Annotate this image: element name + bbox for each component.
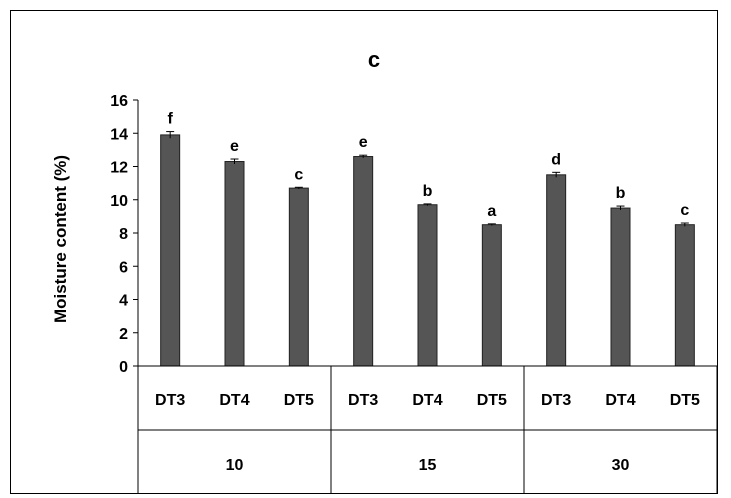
bar <box>610 207 631 367</box>
chart-frame: c Moisture content (%) 0 2 4 6 8 10 12 14 16 f e c… <box>10 10 718 494</box>
significance-letter: d <box>551 151 561 168</box>
bar-chart: c Moisture content (%) 0 2 4 6 8 10 12 14 16 f e c… <box>51 47 717 493</box>
significance-letter: c <box>294 166 303 183</box>
y-axis-label: Moisture content (%) <box>51 155 70 323</box>
bar <box>288 187 309 367</box>
x-tick-label: DT5 <box>670 392 700 409</box>
y-axis: 0 2 4 6 8 10 12 14 16 <box>110 93 139 376</box>
x-group-label: 10 <box>226 457 244 474</box>
bar <box>224 161 245 367</box>
bar <box>160 134 181 367</box>
bar <box>481 224 502 367</box>
y-tick-label: 0 <box>119 359 128 376</box>
x-tick-label: DT3 <box>348 392 378 409</box>
y-tick-label: 10 <box>110 193 128 210</box>
significance-letter: a <box>487 203 496 220</box>
significance-letter: e <box>230 138 239 155</box>
y-tick-label: 6 <box>119 259 128 276</box>
x-tick-label: DT4 <box>219 392 249 409</box>
bar <box>674 224 695 367</box>
x-tick-label: DT5 <box>284 392 314 409</box>
x-tick-label: DT3 <box>155 392 185 409</box>
x-group-label: 30 <box>612 457 630 474</box>
y-tick-label: 12 <box>110 160 128 177</box>
x-tick-label: DT4 <box>605 392 635 409</box>
x-group-label: 15 <box>419 457 437 474</box>
bar <box>417 204 438 367</box>
significance-letter: b <box>616 185 626 202</box>
y-tick-label: 4 <box>119 293 128 310</box>
significance-letter: c <box>680 202 689 219</box>
significance-letter: b <box>423 183 433 200</box>
bar <box>546 174 567 367</box>
x-axis: DT3 DT4 DT5 DT3 DT4 DT5 DT3 DT4 DT5 10 15 30 <box>137 365 717 493</box>
y-tick-label: 14 <box>110 126 128 143</box>
x-tick-label: DT4 <box>412 392 442 409</box>
bar <box>353 156 374 367</box>
bars: f e c e b a d b c <box>160 111 695 367</box>
significance-letter: f <box>168 111 174 128</box>
x-tick-label: DT3 <box>541 392 571 409</box>
significance-letter: e <box>359 134 368 151</box>
chart-title: c <box>368 47 380 72</box>
y-tick-label: 16 <box>110 93 128 110</box>
y-tick-label: 2 <box>119 326 128 343</box>
y-tick-label: 8 <box>119 226 128 243</box>
x-tick-label: DT5 <box>477 392 507 409</box>
